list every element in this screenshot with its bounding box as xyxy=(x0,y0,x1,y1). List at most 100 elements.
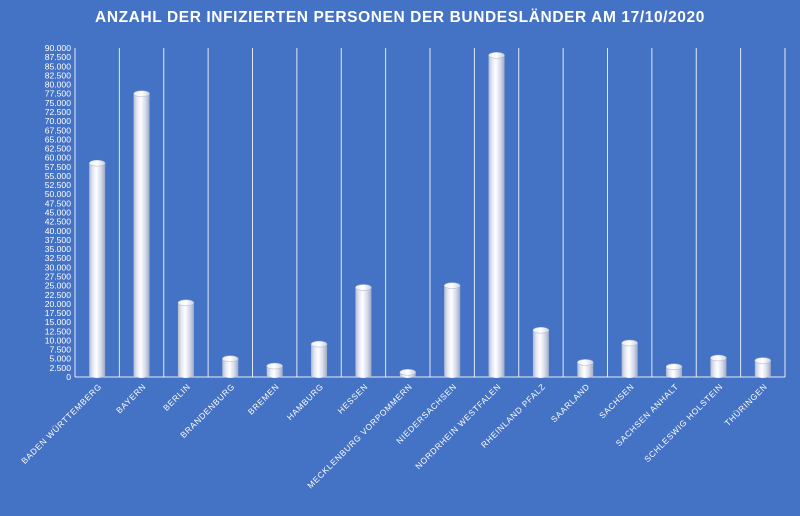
y-tick-label: 62.500 xyxy=(45,144,72,154)
bar-body xyxy=(532,330,549,378)
y-tick-label: 12.500 xyxy=(45,326,72,336)
bar-cap xyxy=(754,357,772,364)
y-tick-label: 50.000 xyxy=(45,189,72,199)
bar-cap xyxy=(577,359,594,366)
bar xyxy=(399,368,417,378)
bar xyxy=(88,159,106,378)
x-axis: BADEN WÜRTTEMBERG BAYERN BERLINBRANDENBURG… xyxy=(19,381,769,490)
bar xyxy=(222,355,239,378)
y-tick-label: 40.000 xyxy=(45,226,72,236)
bar xyxy=(621,339,638,378)
bar xyxy=(310,340,328,378)
y-tick-label: 37.500 xyxy=(45,235,72,245)
y-tick-label: 52.500 xyxy=(45,180,72,190)
bar-cap xyxy=(665,363,683,371)
bar-cap xyxy=(133,90,150,97)
y-tick-label: 75.000 xyxy=(45,98,72,108)
bar-cap xyxy=(621,339,638,347)
x-tick-label: SCHLESWIG HOLSTEIN xyxy=(642,381,725,464)
bar-body xyxy=(222,358,239,378)
bar-cap xyxy=(177,299,195,307)
y-tick-label: 5.000 xyxy=(49,354,71,364)
y-tick-label: 82.500 xyxy=(45,70,72,80)
bar-cap xyxy=(443,282,461,289)
bar-body xyxy=(710,357,727,378)
bar-body xyxy=(133,93,150,378)
x-tick-label: THÜRINGEN xyxy=(722,381,769,428)
y-tick-label: 87.500 xyxy=(45,52,72,62)
y-tick-label: 35.000 xyxy=(45,244,72,254)
y-tick-label: 60.000 xyxy=(45,153,72,163)
bar-body xyxy=(444,285,461,378)
y-tick-label: 27.500 xyxy=(45,271,72,281)
bar xyxy=(577,359,594,378)
x-tick-label: HESSEN xyxy=(335,381,369,415)
bar-body xyxy=(355,287,372,378)
bar-body xyxy=(621,343,638,378)
bar-cap xyxy=(488,52,505,59)
y-tick-label: 72.500 xyxy=(45,107,72,117)
y-tick-label: 42.500 xyxy=(45,217,72,227)
bar-body xyxy=(266,366,283,378)
y-tick-label: 57.500 xyxy=(45,162,72,172)
bar xyxy=(266,362,283,378)
y-tick-label: 85.000 xyxy=(45,61,72,71)
bar-cap xyxy=(399,368,417,376)
bar-cap xyxy=(88,159,106,167)
x-tick-label: BADEN WÜRTTEMBERG xyxy=(19,381,103,465)
y-tick-label: 80.000 xyxy=(45,80,72,90)
y-tick-label: 25.000 xyxy=(45,281,72,291)
y-tick-label: 70.000 xyxy=(45,116,72,126)
y-tick-label: 15.000 xyxy=(45,317,72,327)
x-tick-label: SACHSEN xyxy=(597,381,636,420)
y-tick-label: 77.500 xyxy=(45,89,72,99)
bar-cap xyxy=(710,354,727,362)
bar xyxy=(710,354,727,378)
bar xyxy=(133,90,150,378)
x-tick-label: HAMBURG xyxy=(285,381,326,422)
x-tick-label: SAARLAND xyxy=(549,381,592,424)
y-tick-label: 55.000 xyxy=(45,171,72,181)
bar-body xyxy=(311,344,328,378)
bar xyxy=(754,357,772,378)
bar xyxy=(488,52,505,379)
bar-body xyxy=(177,302,194,378)
y-tick-label: 30.000 xyxy=(45,262,72,272)
grid-layer xyxy=(74,48,786,378)
y-tick-label: 45.000 xyxy=(45,208,72,218)
x-tick-label: BERLIN xyxy=(161,381,192,412)
bar-cap xyxy=(355,284,372,291)
y-tick-label: 47.500 xyxy=(45,198,72,208)
y-tick-label: 7.500 xyxy=(49,345,71,355)
x-tick-label: BREMEN xyxy=(246,381,281,416)
y-tick-label: 0 xyxy=(66,372,71,382)
y-tick-label: 32.500 xyxy=(45,253,72,263)
bar xyxy=(532,326,550,378)
y-tick-label: 10.000 xyxy=(45,335,72,345)
chart-title: ANZAHL DER INFIZIERTEN PERSONEN DER BUND… xyxy=(95,9,705,26)
y-tick-label: 67.500 xyxy=(45,125,72,135)
x-tick-label: NORDRHEIN WESTFALEN xyxy=(413,381,503,471)
bar-cap xyxy=(222,355,239,362)
y-tick-label: 22.500 xyxy=(45,290,72,300)
bar xyxy=(177,299,195,378)
bar-body xyxy=(577,362,594,378)
y-tick-label: 65.000 xyxy=(45,134,72,144)
bar-body xyxy=(754,360,771,378)
bar xyxy=(355,284,372,378)
bar xyxy=(443,282,461,378)
y-tick-label: 90.000 xyxy=(45,43,72,53)
bar-cap xyxy=(310,340,328,348)
y-tick-label: 2.500 xyxy=(49,363,71,373)
y-axis: 02.5005.0007.50010.00012.50015.00017.500… xyxy=(45,43,72,382)
y-tick-label: 20.000 xyxy=(45,299,72,309)
bar xyxy=(665,363,683,378)
bar-cap xyxy=(266,362,283,370)
bar-body xyxy=(488,55,505,379)
bar-body xyxy=(89,163,106,378)
bars xyxy=(88,52,772,379)
bar-cap xyxy=(532,326,550,334)
y-tick-label: 17.500 xyxy=(45,308,72,318)
